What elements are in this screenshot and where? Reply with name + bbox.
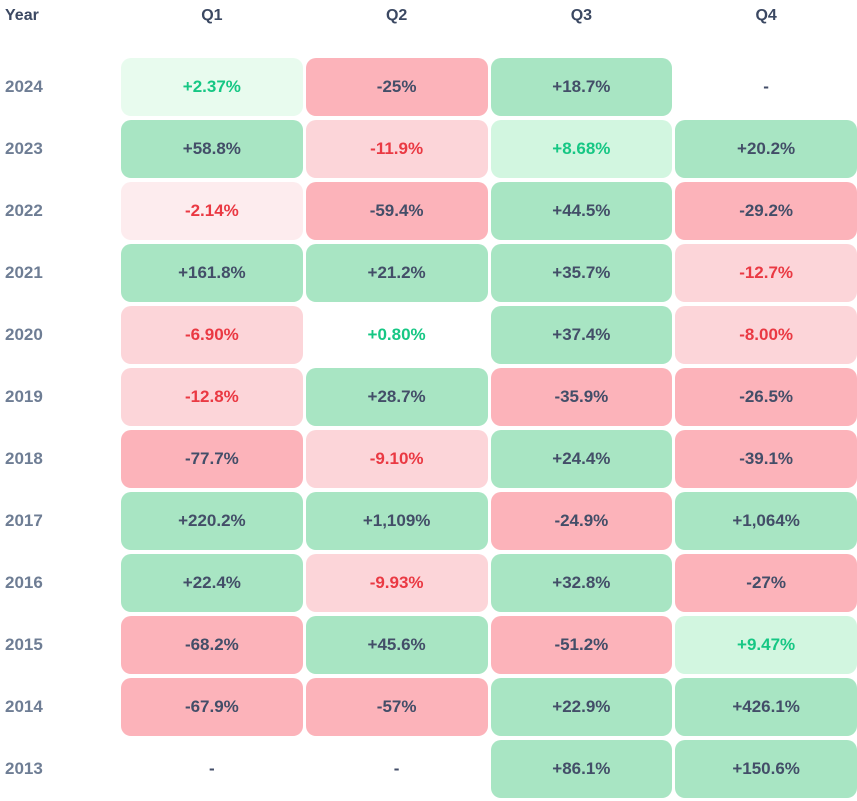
return-cell-2014-q2: -57% (305, 678, 488, 736)
year-label-2017: 2017 (5, 511, 43, 530)
return-cell-2023-q3: +8.68% (490, 120, 673, 178)
header-row: Year Q1 Q2 Q3 Q4 (0, 0, 857, 28)
year-row-2024: 2024 +2.37% -25% +18.7% - (0, 58, 857, 116)
year-row-2014: 2014 -67.9% -57% +22.9% +426.1% (0, 678, 857, 736)
return-cell-2021-q4: -12.7% (675, 244, 857, 302)
return-cell-2018-q2: -9.10% (305, 430, 488, 488)
return-cell-2016-q2: -9.93% (305, 554, 488, 612)
return-cell-2021-q2: +21.2% (305, 244, 488, 302)
return-cell-2017-q4: +1,064% (675, 492, 857, 550)
year-label-2016: 2016 (5, 573, 43, 592)
rows-container: 2024 +2.37% -25% +18.7% - 2023 +58.8% -11.9% +8.… (0, 58, 857, 798)
return-cell-2019-q1: -12.8% (121, 368, 303, 426)
return-cell-2015-q4: +9.47% (675, 616, 857, 674)
return-cell-2015-q3: -51.2% (490, 616, 673, 674)
year-row-2013: 2013 - - +86.1% +150.6% (0, 740, 857, 798)
return-cell-2014-q3: +22.9% (490, 678, 673, 736)
return-cell-2013-q1: - (209, 759, 215, 778)
return-cell-2019-q4: -26.5% (675, 368, 857, 426)
return-cell-2018-q3: +24.4% (490, 430, 673, 488)
year-row-2020: 2020 -6.90% +0.80% +37.4% -8.00% (0, 306, 857, 364)
return-cell-2020-q1: -6.90% (121, 306, 303, 364)
year-label-2013: 2013 (5, 759, 43, 778)
return-cell-2014-q1: -67.9% (121, 678, 303, 736)
return-cell-2014-q4: +426.1% (675, 678, 857, 736)
return-cell-2018-q1: -77.7% (121, 430, 303, 488)
return-cell-2022-q4: -29.2% (675, 182, 857, 240)
return-cell-2022-q2: -59.4% (305, 182, 488, 240)
return-cell-2016-q1: +22.4% (121, 554, 303, 612)
q3-column-header: Q3 (570, 7, 593, 24)
return-cell-2023-q1: +58.8% (121, 120, 303, 178)
year-label-2018: 2018 (5, 449, 43, 468)
return-cell-2023-q4: +20.2% (675, 120, 857, 178)
year-label-2019: 2019 (5, 387, 43, 406)
q1-column-header: Q1 (201, 7, 223, 24)
return-cell-2021-q3: +35.7% (490, 244, 673, 302)
return-cell-2022-q1: -2.14% (121, 182, 303, 240)
year-label-2022: 2022 (5, 201, 43, 220)
return-cell-2013-q3: +86.1% (490, 740, 673, 798)
return-cell-2017-q3: -24.9% (490, 492, 673, 550)
return-cell-2020-q4: -8.00% (675, 306, 857, 364)
return-cell-2020-q2: +0.80% (367, 325, 426, 344)
return-cell-2016-q3: +32.8% (490, 554, 673, 612)
year-column-header: Year (5, 7, 39, 24)
return-cell-2018-q4: -39.1% (675, 430, 857, 488)
return-cell-2019-q2: +28.7% (305, 368, 488, 426)
return-cell-2013-q2: - (393, 759, 400, 778)
return-cell-2016-q4: -27% (675, 554, 857, 612)
year-label-2015: 2015 (5, 635, 43, 654)
return-cell-2015-q1: -68.2% (121, 616, 303, 674)
return-cell-2021-q1: +161.8% (121, 244, 303, 302)
year-row-2018: 2018 -77.7% -9.10% +24.4% -39.1% (0, 430, 857, 488)
return-cell-2024-q2: -25% (305, 58, 488, 116)
return-cell-2024-q3: +18.7% (490, 58, 673, 116)
year-row-2016: 2016 +22.4% -9.93% +32.8% -27% (0, 554, 857, 612)
return-cell-2013-q4: +150.6% (675, 740, 857, 798)
q2-column-header: Q2 (385, 7, 408, 24)
return-cell-2020-q3: +37.4% (490, 306, 673, 364)
year-label-2024: 2024 (5, 77, 43, 96)
return-cell-2019-q3: -35.9% (490, 368, 673, 426)
year-row-2022: 2022 -2.14% -59.4% +44.5% -29.2% (0, 182, 857, 240)
year-label-2020: 2020 (5, 325, 43, 344)
year-label-2021: 2021 (5, 263, 43, 282)
return-cell-2024-q4: - (763, 77, 769, 96)
year-label-2023: 2023 (5, 139, 43, 158)
return-cell-2017-q1: +220.2% (121, 492, 303, 550)
year-row-2019: 2019 -12.8% +28.7% -35.9% -26.5% (0, 368, 857, 426)
return-cell-2023-q2: -11.9% (305, 120, 488, 178)
q4-column-header: Q4 (755, 7, 777, 24)
return-cell-2024-q1: +2.37% (121, 58, 303, 116)
year-row-2017: 2017 +220.2% +1,109% -24.9% +1,064% (0, 492, 857, 550)
return-cell-2015-q2: +45.6% (305, 616, 488, 674)
year-row-2021: 2021 +161.8% +21.2% +35.7% -12.7% (0, 244, 857, 302)
return-cell-2022-q3: +44.5% (490, 182, 673, 240)
return-cell-2017-q2: +1,109% (305, 492, 488, 550)
year-row-2023: 2023 +58.8% -11.9% +8.68% +20.2% (0, 120, 857, 178)
year-label-2014: 2014 (5, 697, 43, 716)
year-row-2015: 2015 -68.2% +45.6% -51.2% +9.47% (0, 616, 857, 674)
